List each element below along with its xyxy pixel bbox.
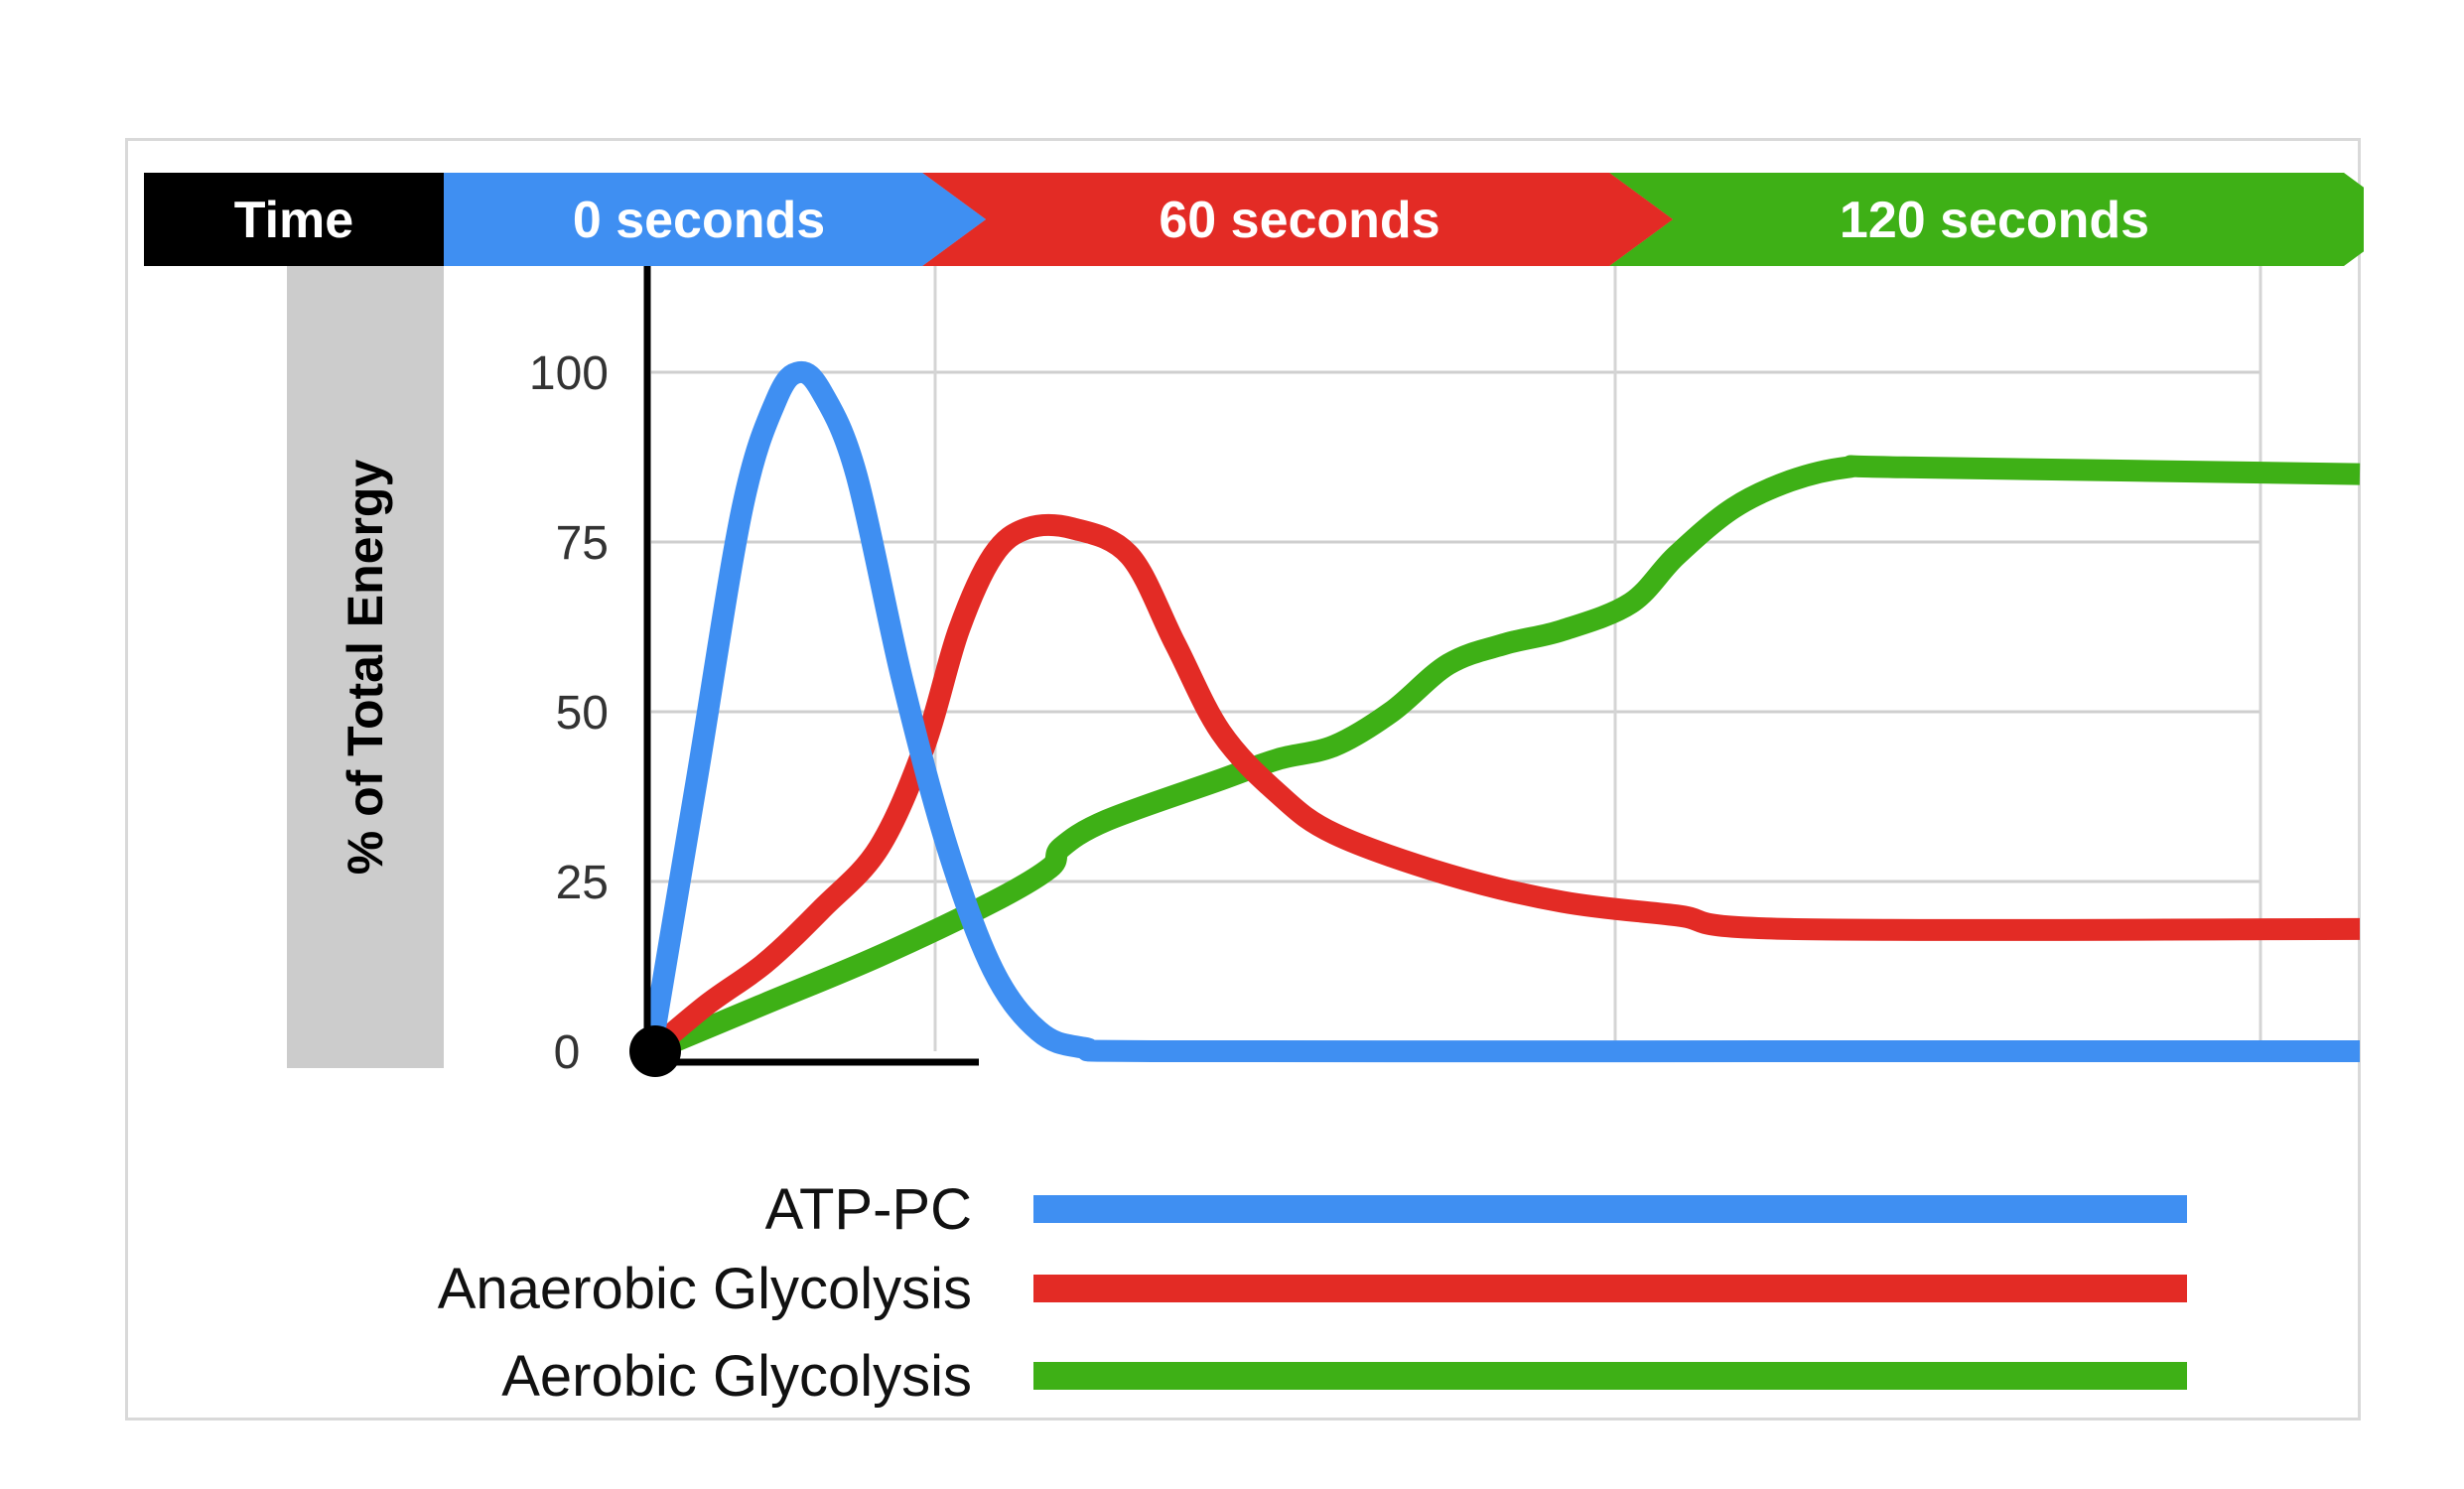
legend: ATP-PC Anaerobic Glycolysis Aerobic Glycol… — [438, 1177, 2187, 1409]
y-tick-label: 50 — [556, 687, 609, 740]
series-line-atp-pc — [640, 360, 2360, 1063]
series-lines — [640, 360, 2361, 1063]
y-tick-label: 25 — [556, 857, 609, 909]
legend-swatch — [1033, 1275, 2187, 1302]
series-line-aerobic-glycolysis — [646, 455, 2361, 1062]
time-header: Time 0 seconds 60 seconds 120 seconds — [144, 173, 2364, 266]
y-tick-label: 0 — [554, 1026, 581, 1079]
y-axis-label-background — [287, 266, 444, 1068]
phase-chevron — [444, 173, 986, 266]
phase-chevron-tip — [922, 173, 986, 266]
y-tick-labels: 0 25 50 75 100 — [529, 347, 609, 1079]
y-axis-label-panel: % of Total Energy — [287, 266, 444, 1068]
legend-swatch — [1033, 1195, 2187, 1223]
chart-frame: Time 0 seconds 60 seconds 120 seconds % of … — [125, 138, 2364, 1421]
legend-label: Anaerobic Glycolysis — [438, 1257, 972, 1321]
time-header-label: Time — [234, 192, 353, 249]
y-axis-label: % of Total Energy — [338, 460, 393, 876]
energy-systems-chart: Time 0 seconds 60 seconds 120 seconds % of … — [144, 173, 2364, 1409]
legend-label: Aerobic Glycolysis — [501, 1344, 972, 1409]
origin-dot — [629, 1025, 681, 1077]
series-line-anaerobic-glycolysis — [643, 513, 2361, 1060]
phase-chevron — [922, 173, 1673, 266]
y-tick-label: 75 — [556, 517, 609, 570]
phase-label: 60 seconds — [1159, 192, 1439, 249]
legend-swatch — [1033, 1362, 2187, 1390]
legend-label: ATP-PC — [765, 1177, 972, 1242]
y-tick-label: 100 — [529, 347, 609, 400]
time-header-box — [144, 173, 444, 266]
phase-chevron-tip — [1609, 173, 1673, 266]
phase-label: 0 seconds — [573, 192, 825, 249]
phase-label: 120 seconds — [1840, 192, 2149, 249]
phase-chevron — [1609, 173, 2364, 266]
axes — [629, 266, 979, 1077]
